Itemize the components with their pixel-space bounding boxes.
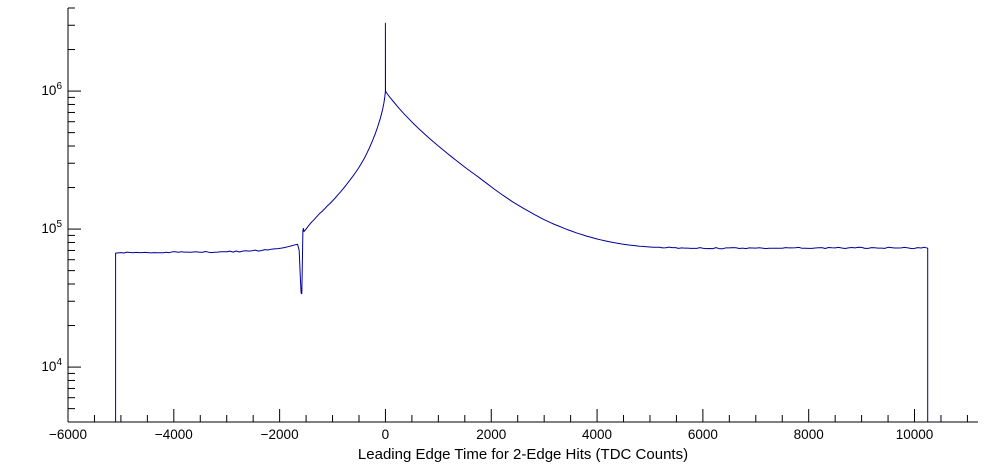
x-tick-label: 0 <box>382 427 390 442</box>
x-tick-label: 10000 <box>896 427 934 442</box>
x-tick-label: 4000 <box>582 427 612 442</box>
histogram-line <box>115 22 929 422</box>
x-axis-title: Leading Edge Time for 2-Edge Hits (TDC C… <box>358 446 688 463</box>
y-tick-label: 106 <box>41 81 62 98</box>
x-tick-label: 8000 <box>794 427 824 442</box>
x-tick-label: −2000 <box>261 427 299 442</box>
y-tick-label: 105 <box>41 219 62 236</box>
x-tick-label: 2000 <box>476 427 506 442</box>
y-tick-label: 104 <box>41 357 62 374</box>
x-tick-label: 6000 <box>688 427 718 442</box>
chart-layer: −6000 −4000 −2000 0 2000 4000 6000 8000 10000 104… <box>41 7 978 442</box>
x-tick-label: −4000 <box>155 427 193 442</box>
x-tick-label: −6000 <box>49 427 87 442</box>
